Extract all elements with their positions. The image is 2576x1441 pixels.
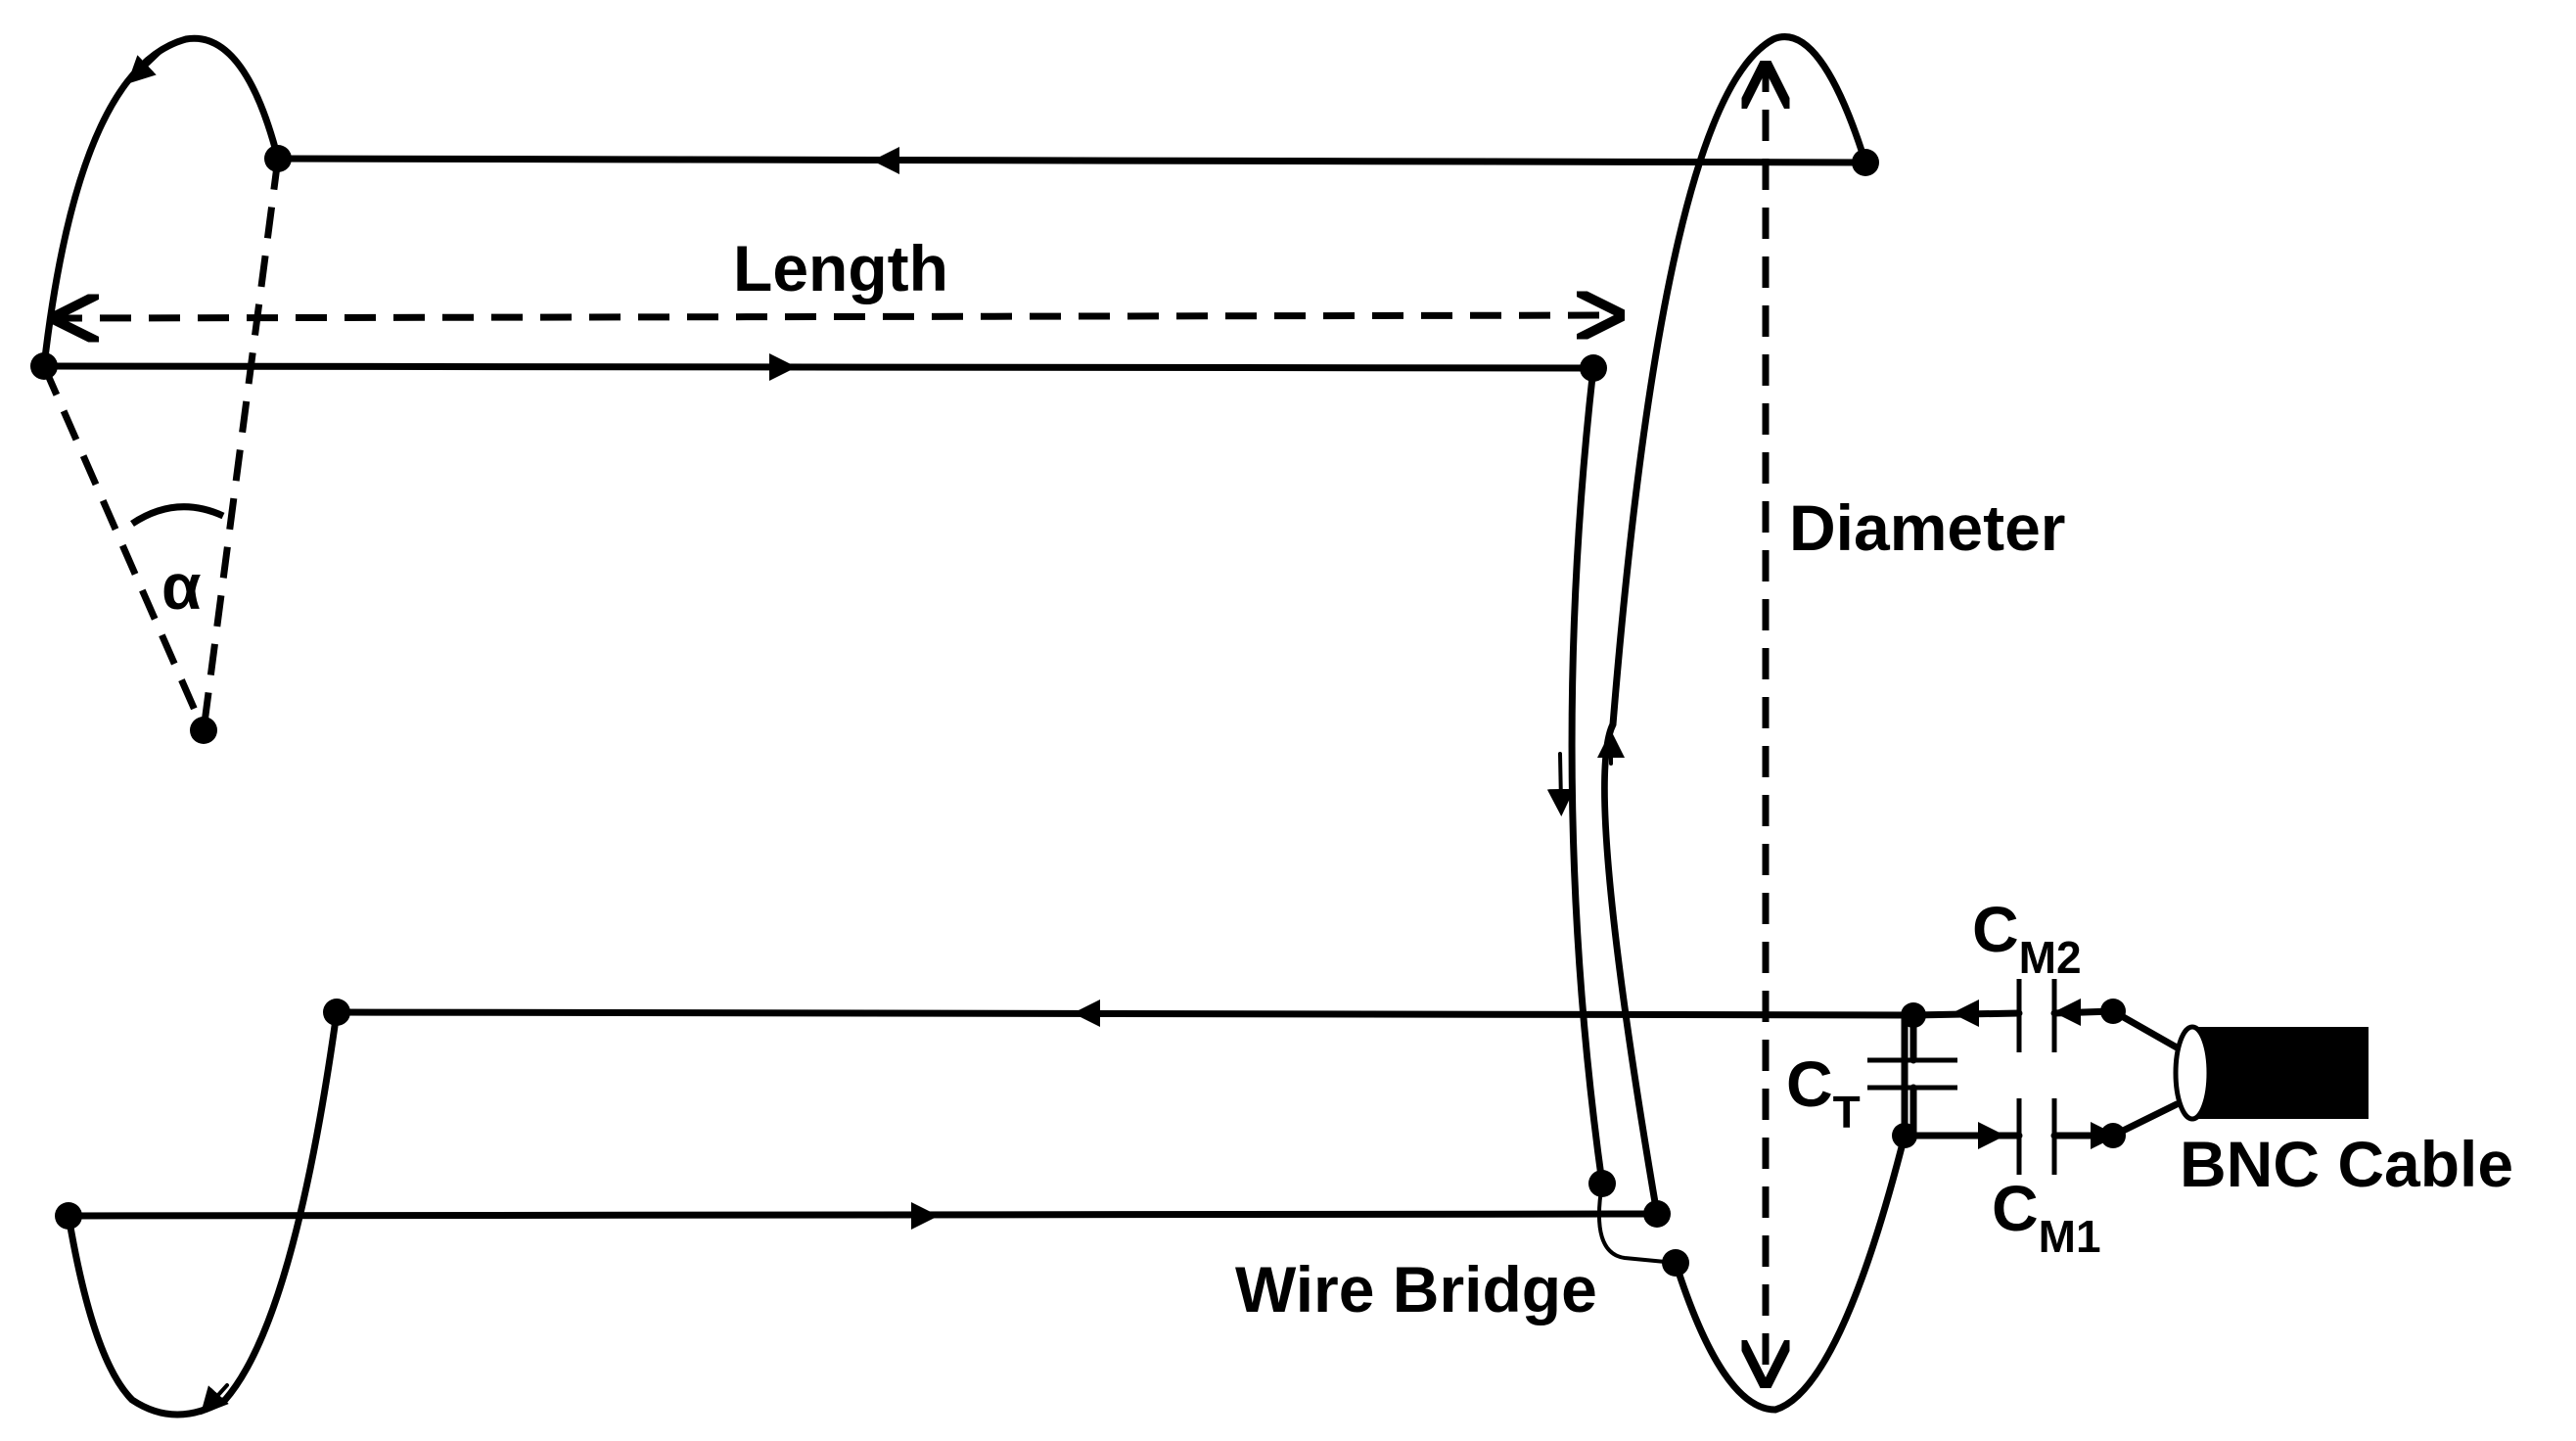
- return-wire-up: [1600, 720, 1661, 1218]
- return-wire-down-arrow: [1546, 752, 1575, 816]
- bnc-connector: [2173, 1024, 2369, 1122]
- ct-label: CT: [1786, 1047, 1861, 1138]
- lower-conductor-bottom: [65, 1210, 1661, 1220]
- return-wire-down: [1568, 364, 1606, 1187]
- cm2-label: CM2: [1972, 893, 2082, 983]
- node-dot: [2100, 1123, 2126, 1148]
- right-ring-top: [1609, 33, 1869, 728]
- node-dot: [2100, 999, 2126, 1024]
- alpha-leg-left: [40, 364, 207, 732]
- lower-left-arc-arrow: [200, 1383, 229, 1416]
- node-dot: [1580, 354, 1607, 382]
- bnc-cable-body: [2194, 1027, 2369, 1119]
- diameter-label: Diameter: [1789, 491, 2065, 564]
- second-conductor: [40, 362, 1597, 372]
- right-ring-bottom: [1672, 1132, 1909, 1414]
- alpha-leg-right: [200, 158, 282, 731]
- top-conductor: [274, 155, 1869, 166]
- bnc-cable-label: BNC Cable: [2180, 1128, 2513, 1200]
- alpha-angle-arc: [130, 503, 225, 527]
- bnc-cable-end: [2173, 1024, 2212, 1122]
- node-dot: [1588, 1170, 1616, 1197]
- length-label: Length: [733, 232, 948, 304]
- node-dot: [1662, 1249, 1689, 1277]
- cm1-label: CM1: [1992, 1172, 2101, 1262]
- upper-left-arc-arrow: [126, 49, 163, 84]
- node-dot: [55, 1202, 82, 1230]
- length-dimension-line: [51, 315, 1625, 318]
- node-dot: [1892, 1123, 1917, 1148]
- node-dot: [1643, 1200, 1671, 1228]
- wire-bridge-lead: [1597, 1183, 1677, 1265]
- wire-bridge-label: Wire Bridge: [1235, 1253, 1597, 1325]
- node-dot: [323, 999, 350, 1026]
- node-dot: [264, 145, 292, 172]
- lower-conductor-top: [333, 1008, 1917, 1019]
- node-dot: [30, 352, 58, 380]
- node-dot: [1852, 149, 1879, 176]
- node-dot: [190, 717, 217, 744]
- node-dot: [1901, 1002, 1926, 1028]
- alpha-label: α: [161, 550, 202, 623]
